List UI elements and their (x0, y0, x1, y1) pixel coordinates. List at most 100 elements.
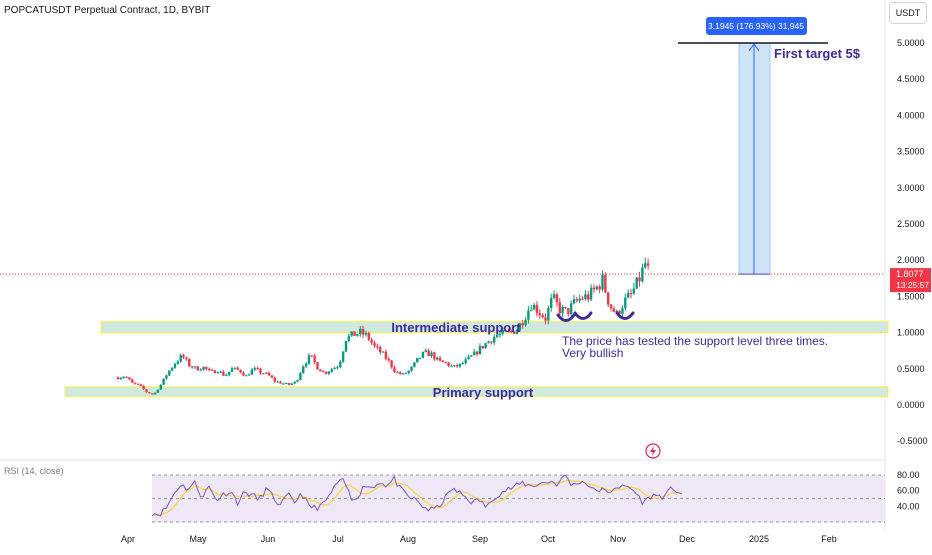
candle-body (165, 375, 168, 379)
candle-body (128, 377, 131, 380)
primary-support-zone (64, 386, 889, 397)
x-tick-label: Aug (400, 534, 416, 544)
lightning-icon (645, 443, 661, 459)
intermediate-support-label: Intermediate support (391, 320, 521, 335)
candle-body (384, 351, 388, 359)
candle-body (433, 352, 436, 360)
candle-body (210, 369, 214, 371)
x-tick-label: 2025 (749, 534, 769, 544)
x-tick-label: May (189, 534, 207, 544)
candle-body (646, 263, 650, 266)
candle-body (604, 274, 607, 293)
candle-body (239, 369, 242, 373)
candle-body (373, 342, 376, 346)
candle-body (367, 332, 370, 340)
candle-body (555, 294, 559, 303)
candle-body (179, 355, 182, 362)
candle-body (185, 357, 188, 360)
candle-body (473, 351, 476, 356)
candle-body (330, 369, 333, 372)
candle-body (413, 362, 416, 367)
candle-body (125, 376, 128, 378)
candle-body (361, 328, 365, 335)
measure-label-bg (706, 17, 807, 35)
candle-body (188, 359, 191, 367)
candle-body (618, 310, 621, 314)
y-tick-label: 4.0000 (897, 110, 925, 120)
candle-body (478, 346, 482, 355)
candle-body (327, 371, 331, 374)
candle-body (598, 286, 601, 290)
candle-body (199, 369, 202, 371)
candle-body (615, 310, 618, 312)
candle-body (498, 333, 502, 336)
candle-body (524, 320, 527, 326)
candle-body (247, 374, 251, 376)
rsi-line (151, 474, 683, 517)
rsi-label: RSI (14, close) (4, 466, 64, 476)
candle-body (438, 357, 442, 361)
candle-body (558, 302, 561, 314)
candle-body (515, 330, 519, 334)
candle-body (119, 377, 123, 380)
candle-body (450, 365, 453, 367)
candle-body (393, 367, 396, 372)
candle-body (396, 371, 399, 373)
y-tick-label: 5.0000 (897, 38, 925, 48)
candle-body (276, 381, 279, 383)
candle-body (632, 288, 636, 294)
candle-body (353, 331, 356, 336)
candle-body (333, 367, 336, 370)
candle-body (575, 299, 579, 301)
candle-body (145, 389, 148, 393)
candle-body (262, 373, 265, 375)
candle-body (350, 331, 353, 336)
candle-body (190, 366, 194, 368)
candle-body (250, 369, 254, 375)
candle-body (162, 378, 165, 385)
candle-body (336, 367, 339, 369)
candle-body (364, 332, 368, 335)
candle-body (484, 343, 487, 349)
candle-body (219, 371, 222, 373)
candle-body (253, 367, 256, 370)
candle-body (381, 351, 385, 353)
candle-body (564, 307, 567, 309)
candle-body (507, 330, 510, 332)
lightning-icon-bolt (650, 446, 656, 456)
candle-body (561, 307, 564, 314)
candle-body (245, 375, 248, 377)
candle-body (233, 367, 237, 369)
candle-body (436, 357, 439, 360)
candle-body (176, 361, 180, 364)
candle-body (607, 292, 610, 305)
x-tick-label: Feb (821, 534, 837, 544)
candle-body (547, 307, 550, 321)
candle-body (569, 303, 573, 315)
currency-selector[interactable]: USDT (889, 2, 927, 24)
candle-body (227, 371, 231, 376)
candle-body (458, 363, 462, 367)
candle-body (430, 352, 433, 357)
candle-body (612, 308, 616, 312)
candle-body (122, 376, 125, 378)
candle-body (168, 370, 171, 376)
candle-body (404, 373, 408, 375)
candle-body (518, 323, 522, 331)
candle-body (205, 366, 208, 369)
candle-body (587, 294, 590, 300)
y-tick-label: 3.5000 (897, 147, 925, 157)
candle-body (638, 277, 641, 282)
candle-body (521, 323, 524, 326)
candle-body (567, 308, 570, 315)
candle-body (359, 328, 362, 335)
candle-body (584, 294, 587, 300)
candle-body (416, 357, 419, 363)
candle-body (293, 381, 296, 384)
candle-body (287, 383, 291, 385)
candle-body (401, 373, 405, 375)
candle-body (470, 355, 473, 357)
candle-body (322, 371, 325, 373)
